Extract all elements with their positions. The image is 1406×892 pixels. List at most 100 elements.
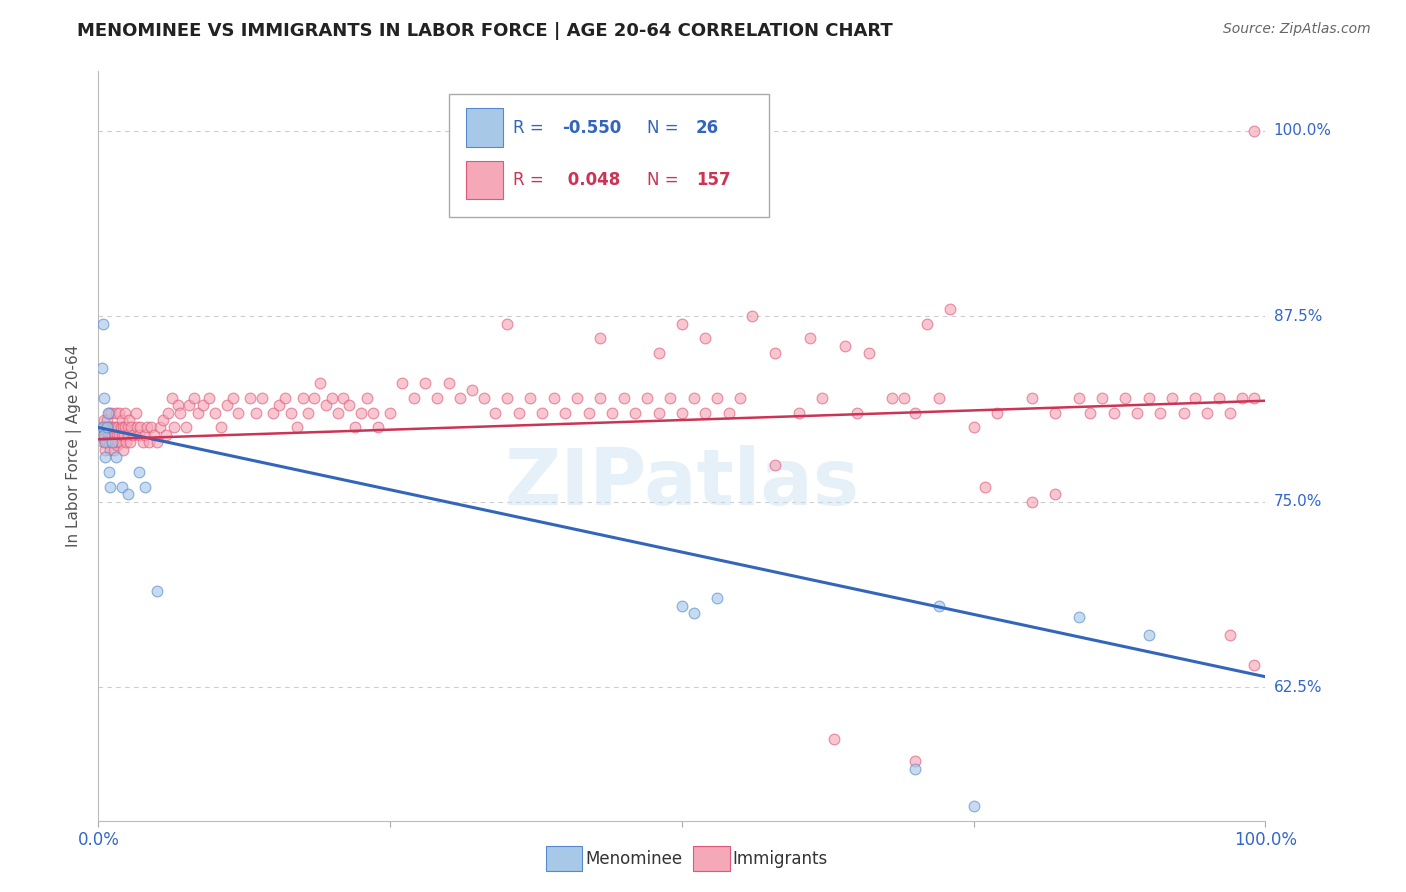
Point bbox=[717, 406, 740, 420]
Point bbox=[100, 406, 122, 420]
Point bbox=[962, 420, 984, 434]
Point bbox=[115, 435, 138, 450]
Point bbox=[496, 391, 519, 405]
Point bbox=[695, 406, 717, 420]
Point bbox=[291, 391, 314, 405]
Point bbox=[93, 413, 115, 427]
Point bbox=[380, 406, 402, 420]
Point bbox=[193, 398, 215, 412]
Point bbox=[118, 435, 141, 450]
Text: 62.5%: 62.5% bbox=[1274, 680, 1322, 695]
Point bbox=[974, 480, 997, 494]
Point bbox=[695, 331, 717, 345]
Point bbox=[367, 420, 389, 434]
Point bbox=[204, 406, 226, 420]
Point bbox=[97, 465, 120, 479]
Y-axis label: In Labor Force | Age 20-64: In Labor Force | Age 20-64 bbox=[66, 345, 83, 547]
Text: N =: N = bbox=[647, 119, 683, 136]
Point bbox=[315, 398, 337, 412]
Point bbox=[134, 480, 156, 494]
Point bbox=[97, 428, 120, 442]
Point bbox=[1149, 406, 1171, 420]
Point bbox=[1243, 391, 1265, 405]
Point bbox=[613, 391, 636, 405]
Point bbox=[160, 391, 183, 405]
Point bbox=[94, 450, 117, 464]
Point bbox=[297, 406, 319, 420]
Point bbox=[146, 583, 169, 598]
Point bbox=[104, 406, 127, 420]
Point bbox=[169, 406, 191, 420]
Point bbox=[578, 406, 600, 420]
Point bbox=[565, 391, 588, 405]
Point bbox=[97, 420, 120, 434]
Point bbox=[682, 391, 704, 405]
Point bbox=[600, 406, 623, 420]
Text: Immigrants: Immigrants bbox=[733, 850, 828, 868]
Point bbox=[350, 406, 373, 420]
Point bbox=[763, 346, 786, 360]
Point bbox=[647, 406, 669, 420]
Point bbox=[91, 435, 114, 450]
Point bbox=[1080, 406, 1102, 420]
Point bbox=[93, 433, 115, 447]
Point bbox=[823, 732, 845, 747]
Point bbox=[105, 438, 128, 452]
Point bbox=[413, 376, 436, 390]
Point bbox=[519, 391, 541, 405]
Point bbox=[928, 391, 950, 405]
Point bbox=[1021, 391, 1043, 405]
Point bbox=[134, 428, 156, 442]
Point bbox=[1102, 406, 1125, 420]
Text: 26: 26 bbox=[696, 119, 718, 136]
Point bbox=[93, 424, 115, 438]
Point bbox=[97, 435, 120, 450]
Text: R =: R = bbox=[513, 171, 548, 189]
Point bbox=[209, 420, 232, 434]
Point bbox=[280, 406, 302, 420]
Point bbox=[1219, 406, 1241, 420]
Point bbox=[332, 391, 354, 405]
Point bbox=[157, 406, 180, 420]
Text: 87.5%: 87.5% bbox=[1274, 309, 1322, 324]
Point bbox=[100, 420, 122, 434]
Point bbox=[228, 406, 250, 420]
Text: 100.0%: 100.0% bbox=[1274, 123, 1331, 138]
Point bbox=[128, 428, 150, 442]
Point bbox=[114, 406, 136, 420]
Point bbox=[98, 420, 121, 434]
Point bbox=[939, 301, 962, 316]
Point bbox=[1219, 628, 1241, 642]
Point bbox=[91, 317, 114, 331]
Point bbox=[117, 428, 139, 442]
Point bbox=[97, 406, 120, 420]
Point bbox=[904, 406, 927, 420]
Point bbox=[146, 435, 169, 450]
FancyBboxPatch shape bbox=[449, 94, 769, 218]
Point bbox=[304, 391, 326, 405]
Point bbox=[799, 331, 821, 345]
Point bbox=[110, 420, 132, 434]
Point bbox=[129, 420, 152, 434]
Point bbox=[337, 398, 360, 412]
Point bbox=[309, 376, 332, 390]
Point bbox=[589, 331, 612, 345]
Point bbox=[101, 435, 124, 450]
Point bbox=[962, 798, 984, 813]
Point bbox=[108, 406, 131, 420]
Point bbox=[93, 391, 115, 405]
Point bbox=[986, 406, 1008, 420]
Text: 0.048: 0.048 bbox=[562, 171, 620, 189]
Point bbox=[132, 435, 155, 450]
Text: ZIPatlas: ZIPatlas bbox=[505, 445, 859, 522]
Point bbox=[1208, 391, 1230, 405]
Point bbox=[928, 599, 950, 613]
Point bbox=[108, 428, 131, 442]
Point bbox=[136, 420, 159, 434]
Point bbox=[112, 428, 135, 442]
Point bbox=[179, 398, 201, 412]
Point bbox=[98, 442, 121, 457]
Text: MENOMINEE VS IMMIGRANTS IN LABOR FORCE | AGE 20-64 CORRELATION CHART: MENOMINEE VS IMMIGRANTS IN LABOR FORCE |… bbox=[77, 22, 893, 40]
Point bbox=[1195, 406, 1218, 420]
Point bbox=[1114, 391, 1136, 405]
